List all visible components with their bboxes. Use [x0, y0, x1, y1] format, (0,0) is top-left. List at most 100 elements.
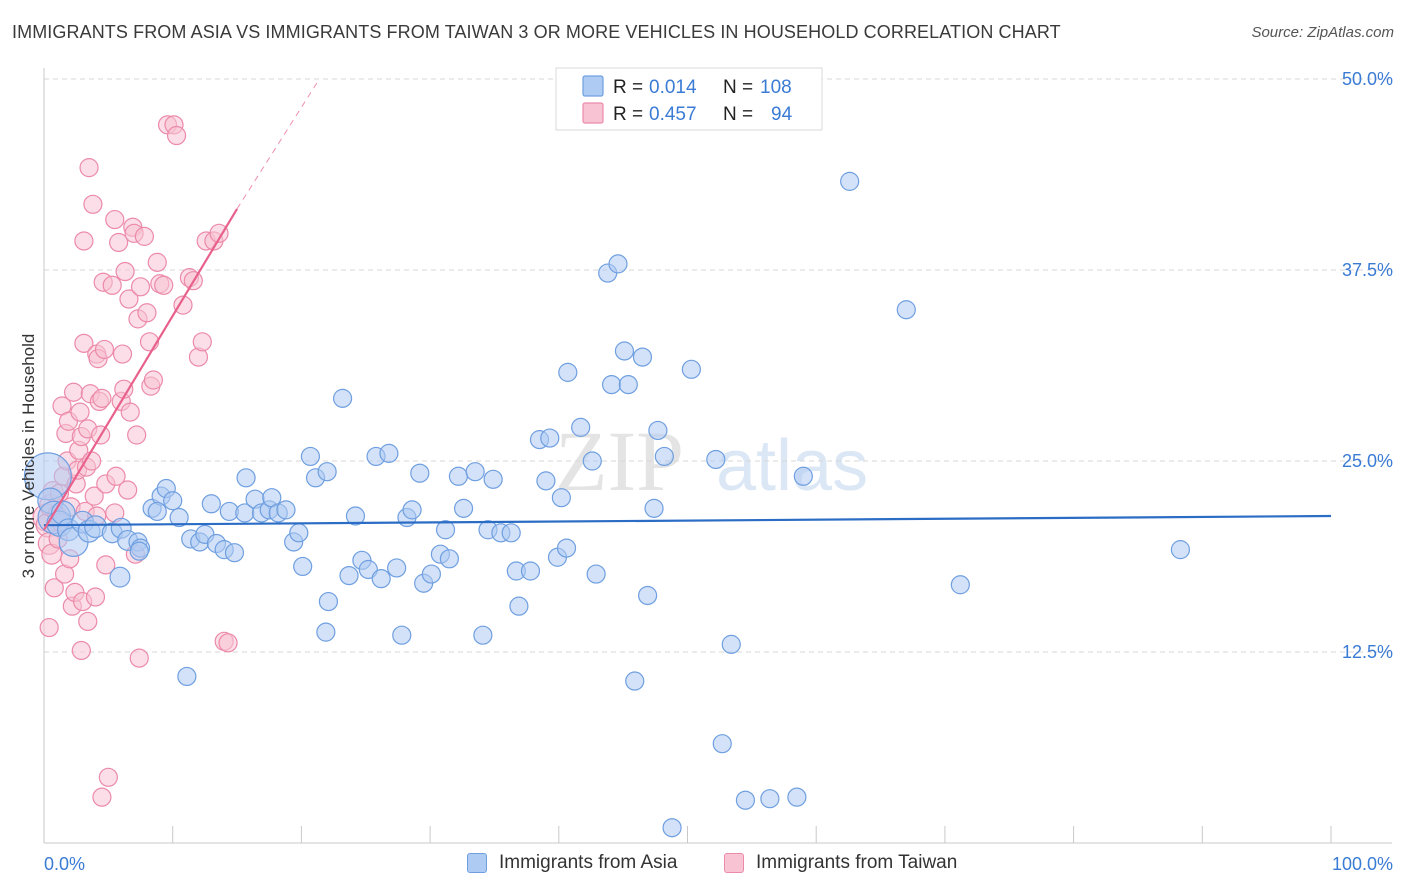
- asia-point: [392, 625, 412, 645]
- asia-point: [339, 565, 359, 586]
- taiwan-point: [218, 633, 238, 653]
- asia-point: [317, 462, 337, 482]
- legend-swatch-asia: [582, 75, 604, 97]
- taiwan-point: [112, 344, 133, 364]
- y-tick-label: 25.0%: [1342, 451, 1393, 471]
- asia-point: [410, 463, 430, 483]
- taiwan-point: [118, 480, 138, 500]
- taiwan-point: [83, 194, 103, 214]
- asia-point: [1170, 540, 1191, 560]
- asia-point: [625, 671, 645, 691]
- y-tick-label: 37.5%: [1342, 260, 1393, 280]
- asia-point: [109, 566, 131, 588]
- y-tick-label: 50.0%: [1342, 69, 1393, 89]
- x-tick-label: 100.0%: [1332, 854, 1393, 874]
- asia-point: [276, 500, 296, 520]
- taiwan-point: [85, 587, 106, 607]
- taiwan-point: [64, 382, 84, 402]
- asia-point: [735, 790, 756, 810]
- asia-point: [793, 466, 813, 486]
- asia-point: [950, 575, 970, 595]
- asia-point: [318, 591, 339, 612]
- asia-point: [289, 523, 309, 543]
- asia-point: [439, 549, 460, 569]
- asia-point: [760, 789, 780, 809]
- asia-point: [551, 488, 571, 508]
- taiwan-point: [143, 370, 163, 390]
- taiwan-point: [129, 648, 149, 668]
- legend-r-label: R =: [613, 77, 643, 98]
- asia-point: [177, 666, 197, 687]
- asia-point: [540, 428, 560, 448]
- legend-swatch-taiwan: [582, 102, 604, 124]
- asia-point: [787, 787, 807, 807]
- asia-point: [293, 556, 313, 577]
- taiwan-point: [92, 388, 112, 408]
- legend-r-value: 0.014: [649, 77, 697, 98]
- taiwan-point: [137, 303, 157, 323]
- legend-item-taiwan[interactable]: Immigrants from Taiwan: [724, 852, 957, 874]
- legend-n-value: 108: [760, 77, 792, 98]
- chart-title: IMMIGRANTS FROM ASIA VS IMMIGRANTS FROM …: [12, 22, 1061, 42]
- taiwan-trend-extension: [236, 78, 320, 210]
- asia-point: [224, 543, 245, 563]
- taiwan-point: [96, 555, 116, 575]
- taiwan-point: [106, 466, 126, 486]
- taiwan-point: [115, 261, 135, 282]
- taiwan-point: [154, 275, 174, 295]
- asia-point: [300, 446, 321, 467]
- asia-point: [586, 564, 606, 584]
- taiwan-trend-line: [43, 208, 238, 531]
- asia-point: [614, 341, 635, 361]
- legend-r-value: 0.457: [649, 104, 697, 125]
- taiwan-point: [130, 277, 151, 297]
- asia-point: [638, 585, 658, 606]
- asia-point: [501, 523, 521, 543]
- trend-lines: [43, 78, 1332, 531]
- legend-label-asia: Immigrants from Asia: [499, 852, 678, 873]
- asia-point: [721, 634, 741, 654]
- taiwan-point: [84, 486, 104, 506]
- taiwan-point: [79, 158, 99, 178]
- asia-point: [129, 541, 149, 561]
- asia-point: [712, 734, 732, 754]
- asia-point: [345, 506, 366, 526]
- taiwan-point: [209, 223, 229, 243]
- taiwan-point: [70, 402, 90, 422]
- asia-point: [648, 420, 668, 441]
- asia-point: [840, 171, 860, 191]
- asia-point: [571, 417, 591, 437]
- taiwan-point: [78, 611, 98, 632]
- asia-point: [332, 388, 353, 408]
- asia-point: [662, 818, 682, 838]
- points: [23, 115, 1191, 838]
- asia-point: [556, 538, 577, 558]
- asia-point: [483, 469, 503, 489]
- legend-n-label: N =: [723, 77, 753, 98]
- taiwan-point: [74, 333, 94, 353]
- asia-trend-line: [43, 514, 1332, 527]
- taiwan-point: [109, 232, 129, 253]
- grid: [44, 78, 1392, 653]
- taiwan-point: [134, 226, 154, 246]
- legend-n-label: N =: [723, 104, 753, 125]
- taiwan-point: [147, 252, 167, 272]
- taiwan-point: [166, 125, 187, 146]
- asia-point: [421, 564, 441, 584]
- asia-point: [644, 498, 664, 518]
- asia-point: [371, 569, 391, 589]
- legend-n-value: 94: [771, 104, 793, 125]
- asia-point: [435, 520, 456, 540]
- watermark-atlas: atlas: [716, 426, 868, 506]
- taiwan-point: [120, 402, 140, 422]
- y-axis-label: 3 or more Vehicles in Household: [19, 334, 38, 579]
- legend-item-asia[interactable]: Immigrants from Asia: [467, 852, 677, 874]
- taiwan-point: [102, 275, 122, 295]
- taiwan-point: [92, 787, 112, 807]
- taiwan-point: [71, 640, 91, 661]
- x-tick-label: 0.0%: [44, 854, 85, 874]
- asia-point: [379, 443, 399, 463]
- taiwan-point: [192, 332, 212, 352]
- asia-point: [509, 596, 529, 616]
